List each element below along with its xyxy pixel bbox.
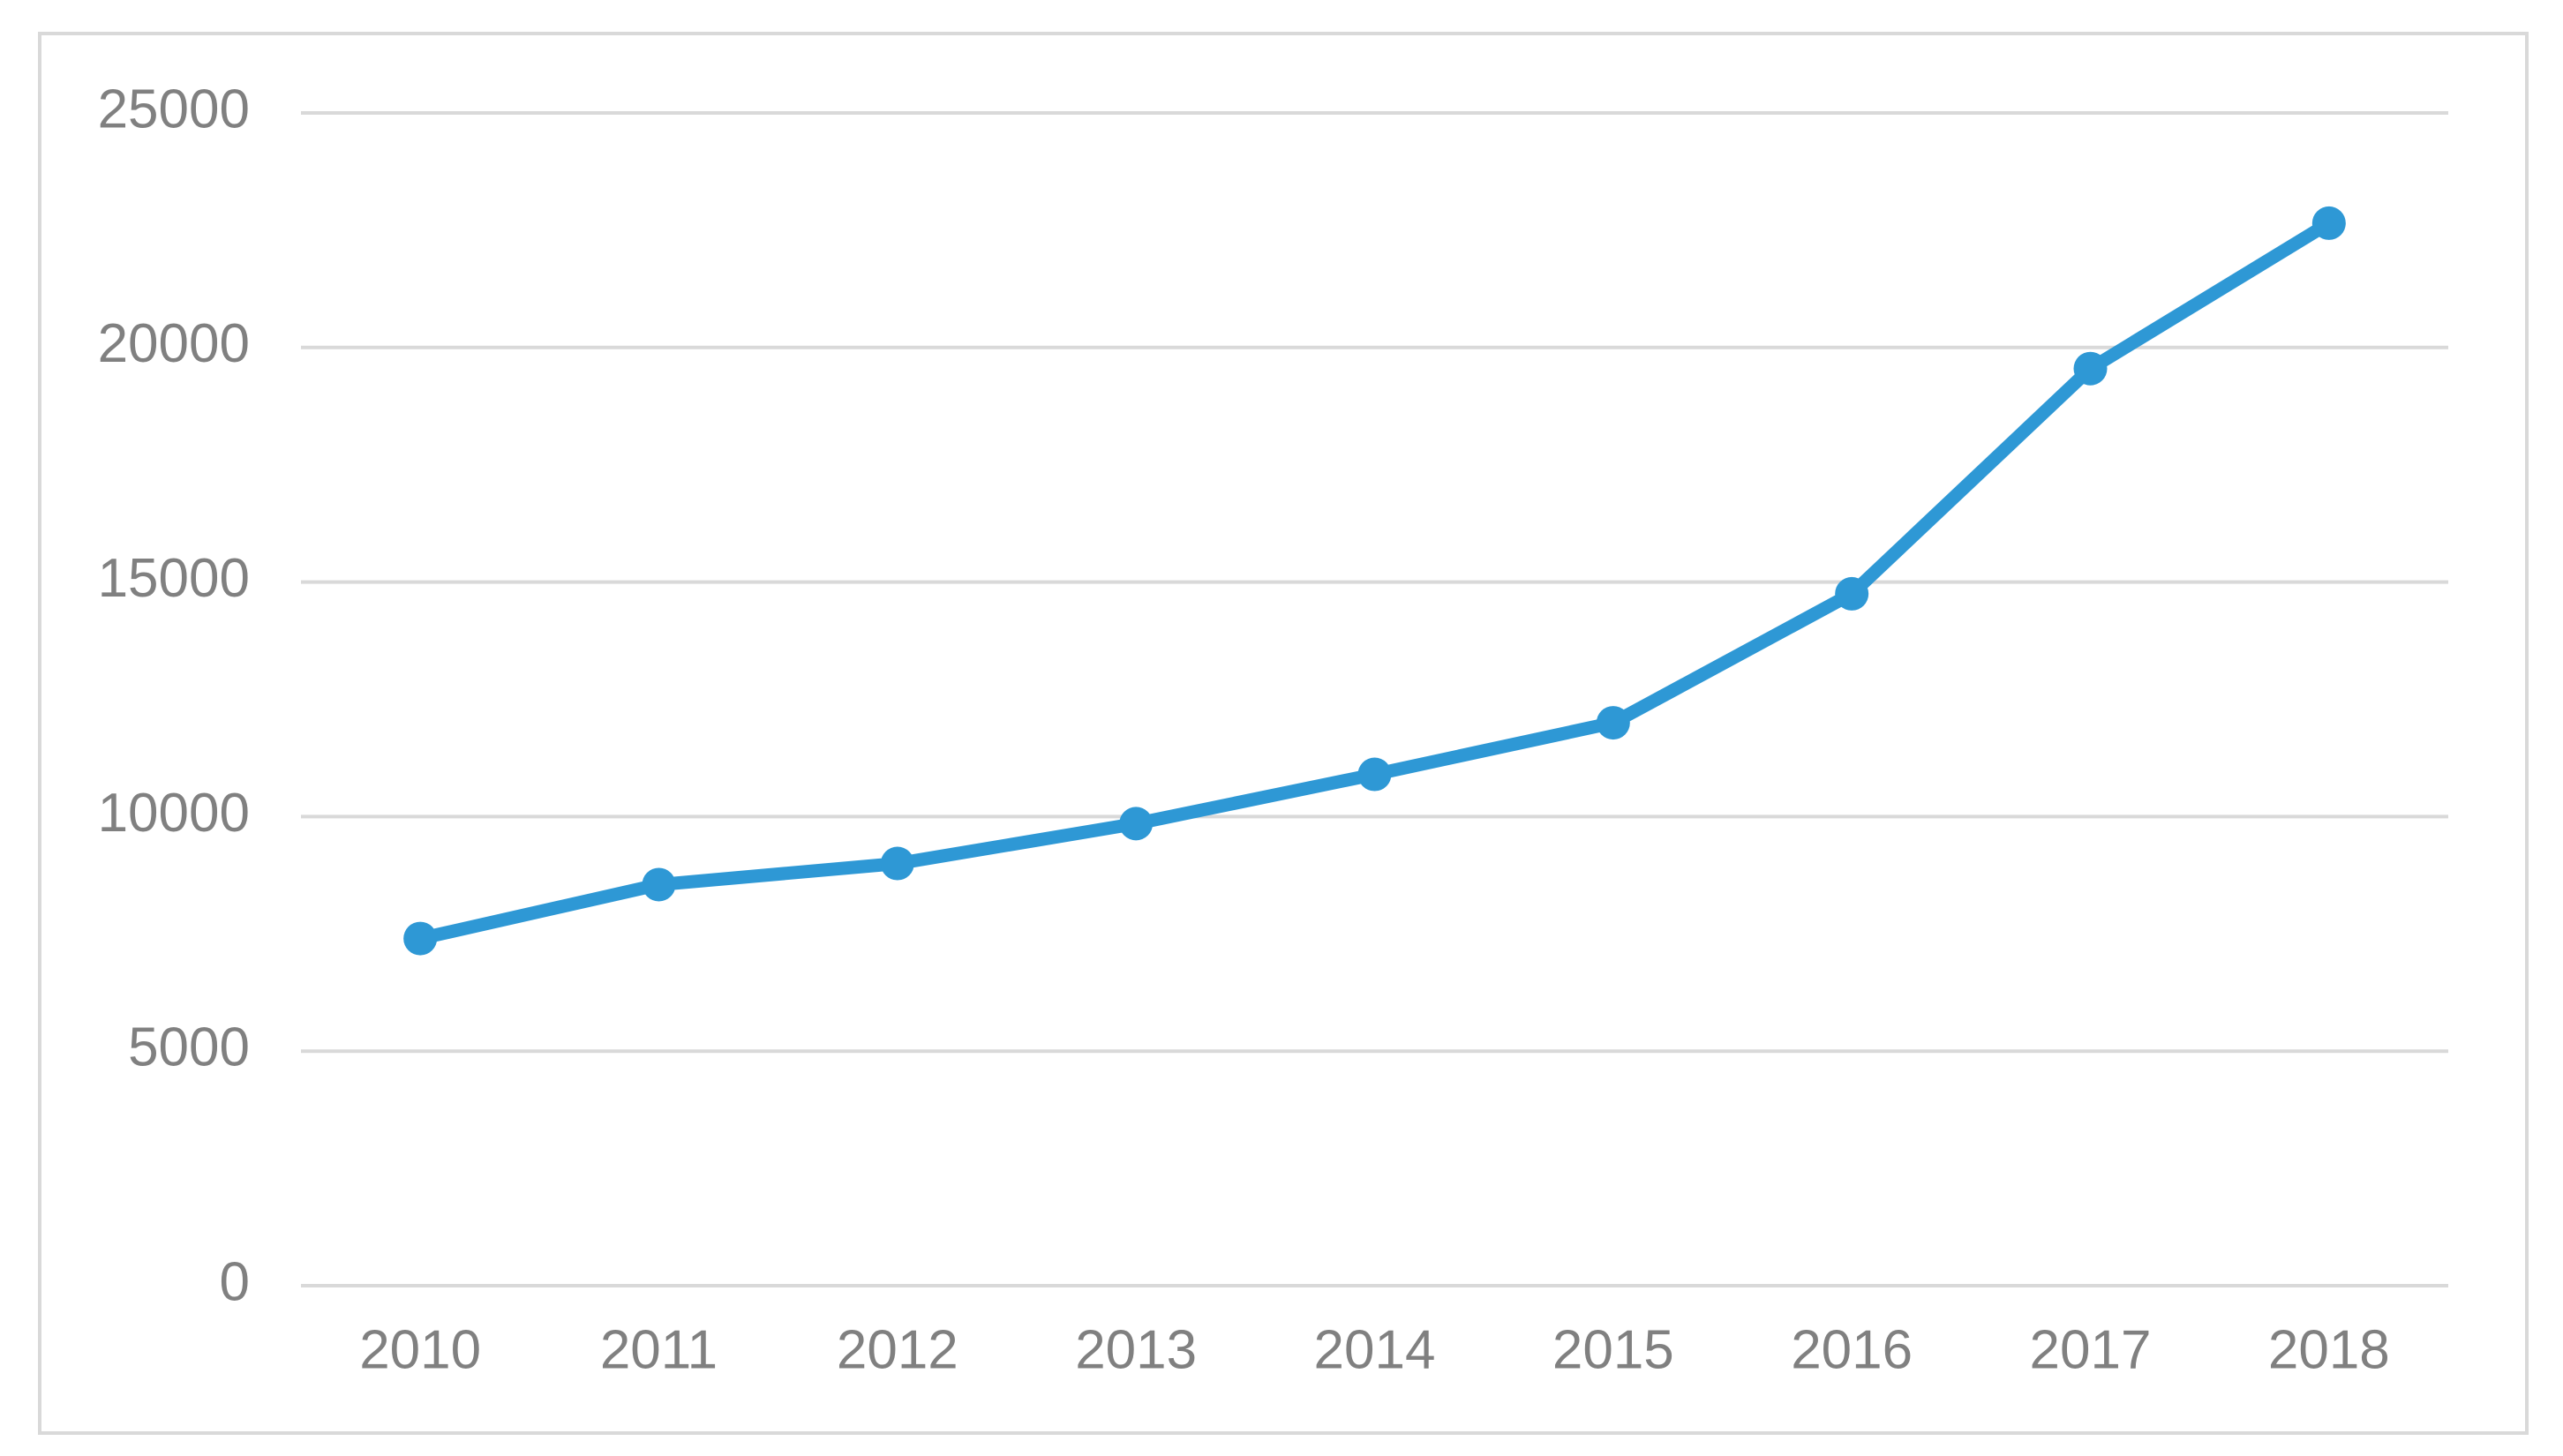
x-tick-label: 2016 [1791, 1319, 1913, 1380]
data-point [1596, 706, 1630, 740]
data-point [880, 846, 914, 881]
x-tick-label: 2014 [1314, 1319, 1436, 1380]
y-tick-label: 15000 [98, 548, 250, 609]
y-tick-label: 0 [220, 1251, 250, 1312]
data-point [1357, 757, 1392, 792]
data-point [642, 867, 676, 902]
y-tick-label: 25000 [98, 79, 250, 139]
x-tick-label: 2017 [2030, 1319, 2152, 1380]
x-tick-label: 2018 [2268, 1319, 2390, 1380]
chart-border [38, 32, 2529, 1435]
x-tick-label: 2012 [837, 1319, 958, 1380]
data-point [403, 921, 438, 956]
x-tick-label: 2010 [359, 1319, 481, 1380]
y-tick-label: 5000 [128, 1017, 250, 1078]
data-point [1119, 807, 1154, 841]
data-point [2073, 351, 2108, 386]
y-tick-label: 20000 [98, 313, 250, 374]
y-tick-label: 10000 [98, 783, 250, 844]
data-point [2311, 206, 2346, 240]
data-point [1835, 576, 1869, 611]
x-tick-label: 2013 [1075, 1319, 1197, 1380]
x-tick-label: 2015 [1552, 1319, 1674, 1380]
x-tick-label: 2011 [600, 1319, 718, 1380]
